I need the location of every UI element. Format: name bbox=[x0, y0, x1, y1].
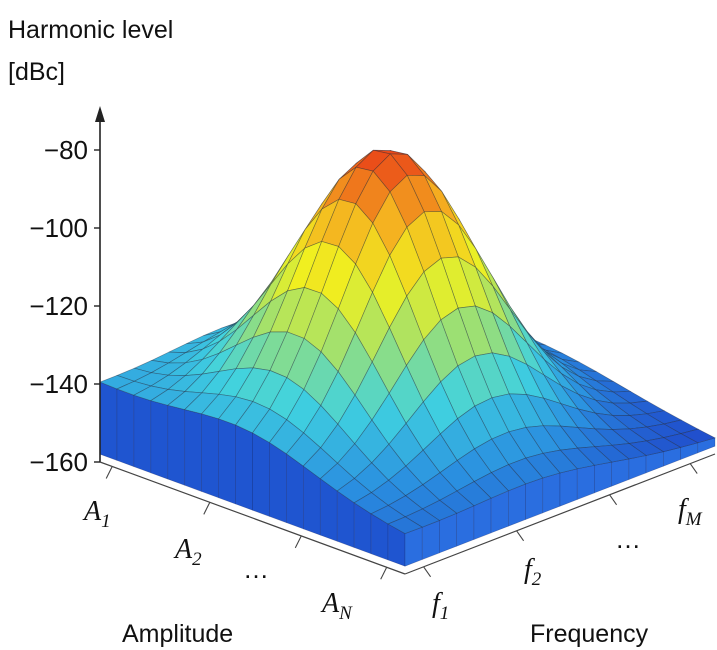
surface-skirt-frequency bbox=[559, 468, 578, 507]
surface-skirt-amplitude bbox=[167, 404, 186, 486]
axis-tick-label: f1 bbox=[432, 588, 449, 624]
surface-cell bbox=[679, 428, 716, 444]
axis-tick-label: AN bbox=[320, 588, 353, 624]
surface-skirt-frequency bbox=[404, 526, 423, 567]
surface-skirt-frequency bbox=[576, 464, 595, 500]
axis-tick-label: A1 bbox=[82, 496, 111, 532]
frequency-axis-line bbox=[404, 453, 716, 575]
surface-skirt-amplitude bbox=[370, 513, 389, 561]
frequency-tick-labels: f1 f2 … fM bbox=[423, 463, 703, 624]
surface-skirt-amplitude bbox=[235, 424, 253, 511]
surface-cell bbox=[473, 472, 509, 499]
surface-skirt-amplitude bbox=[252, 432, 270, 517]
surface-skirt-amplitude bbox=[116, 388, 135, 468]
surface-skirt-frequency bbox=[525, 477, 544, 520]
surface-cell bbox=[508, 457, 544, 485]
surface-skirt-amplitude bbox=[99, 381, 118, 461]
z-tick-label: −120 bbox=[29, 291, 88, 321]
surface-skirt-amplitude bbox=[218, 418, 236, 505]
surface-skirt-amplitude bbox=[133, 394, 152, 474]
amplitude-tick-mark bbox=[294, 535, 302, 549]
axes-layer bbox=[95, 106, 716, 575]
surface-cell bbox=[662, 433, 699, 448]
surface-skirt-amplitude bbox=[150, 400, 169, 480]
z-tick-label: −100 bbox=[29, 213, 88, 243]
surface-layer bbox=[99, 149, 716, 567]
surface-skirt-frequency bbox=[542, 472, 561, 514]
surface-skirt-amplitude bbox=[201, 413, 219, 499]
axis-tick-label: fM bbox=[678, 494, 703, 530]
surface-skirt-amplitude bbox=[269, 442, 287, 524]
frequency-tick-mark bbox=[689, 463, 698, 474]
frequency-axis-title: Frequency bbox=[530, 620, 649, 648]
surface-cell bbox=[387, 516, 423, 534]
z-tick-label: −80 bbox=[44, 135, 88, 165]
z-unit-label: [dBc] bbox=[8, 58, 65, 86]
surface-skirt-frequency bbox=[594, 461, 612, 494]
surface-skirt-amplitude bbox=[353, 502, 372, 555]
amplitude-tick-labels: A1 A2 … AN bbox=[82, 466, 388, 624]
surface-cell bbox=[628, 440, 665, 456]
z-tick-label: −160 bbox=[29, 447, 88, 477]
surface-skirt-frequency bbox=[508, 483, 526, 527]
amplitude-tick-mark bbox=[203, 502, 211, 515]
amplitude-tick-mark bbox=[105, 466, 113, 479]
frequency-tick-mark bbox=[516, 530, 525, 542]
surface-cell bbox=[645, 437, 682, 453]
axis-ellipsis: … bbox=[243, 554, 269, 584]
axis-ellipsis: … bbox=[615, 524, 641, 554]
surface-skirt-frequency bbox=[628, 455, 647, 480]
surface-skirt-frequency bbox=[490, 490, 509, 534]
surface-skirt-amplitude bbox=[319, 478, 338, 542]
axis-tick-label: f2 bbox=[524, 554, 542, 590]
surface-cell bbox=[525, 452, 561, 479]
axis-tick-label: A2 bbox=[173, 534, 202, 570]
surface-skirt-amplitude bbox=[184, 409, 202, 492]
surface-cell bbox=[404, 508, 441, 528]
amplitude-axis-line bbox=[99, 461, 406, 575]
amplitude-tick-mark bbox=[380, 567, 388, 580]
z-tick-labels: −80 −100 −120 −140 −160 bbox=[29, 135, 100, 477]
surface-skirt-amplitude bbox=[286, 453, 304, 530]
z-axis-arrowhead bbox=[95, 106, 105, 122]
surface-skirt-frequency bbox=[611, 458, 630, 487]
chart-title: Harmonic level bbox=[8, 16, 173, 44]
amplitude-axis-title: Amplitude bbox=[122, 620, 233, 648]
frequency-tick-mark bbox=[423, 566, 432, 578]
z-tick-label: −140 bbox=[29, 369, 88, 399]
frequency-tick-mark bbox=[609, 494, 618, 506]
